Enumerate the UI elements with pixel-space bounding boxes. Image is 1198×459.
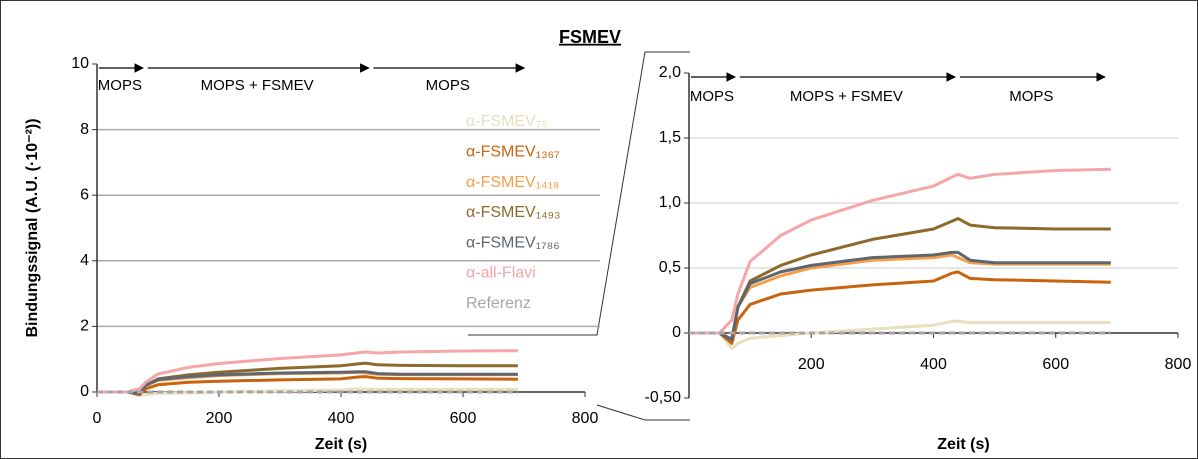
x-tick-label: 600 bbox=[450, 410, 477, 427]
x-tick-label: 0 bbox=[93, 410, 102, 427]
y-tick-label: 0,5 bbox=[659, 259, 681, 276]
y-tick-label: 4 bbox=[80, 252, 89, 269]
x-tick-label: 200 bbox=[206, 410, 233, 427]
y-tick-label: 0 bbox=[672, 324, 681, 341]
x-tick-label: 400 bbox=[328, 410, 355, 427]
phase-label: MOPS + FSMEV bbox=[201, 77, 314, 94]
x-tick-label: 400 bbox=[920, 356, 947, 373]
legend-label: α-FSMEV₇₅ bbox=[466, 113, 548, 130]
y-tick-label: 8 bbox=[80, 121, 89, 138]
x-axis-title: Zeit (s) bbox=[315, 436, 367, 453]
x-tick-label: 800 bbox=[1165, 356, 1192, 373]
legend-label: α-FSMEV₁₇₈₆ bbox=[466, 234, 560, 251]
x-tick-label: 800 bbox=[572, 410, 599, 427]
legend-label: Referenz bbox=[466, 295, 531, 312]
y-tick-label: 0 bbox=[80, 383, 89, 400]
series-line bbox=[689, 250, 1111, 341]
legend-label: α-FSMEV₁₃₆₇ bbox=[466, 144, 560, 161]
y-tick-label: 2,0 bbox=[659, 64, 681, 81]
x-axis-title: Zeit (s) bbox=[937, 436, 989, 453]
series-line bbox=[689, 319, 1111, 351]
phase-label: MOPS + FSMEV bbox=[790, 88, 903, 105]
y-axis-title: Bindungssignal (A.U. (·10⁻²)) bbox=[24, 118, 41, 337]
y-tick-label: 2 bbox=[80, 318, 89, 335]
phase-label: MOPS bbox=[426, 77, 470, 94]
phase-label: MOPS bbox=[690, 88, 734, 105]
phase-label: MOPS bbox=[1009, 88, 1053, 105]
series-line bbox=[97, 349, 518, 394]
phase-label: MOPS bbox=[98, 77, 142, 94]
legend-label: α-all-Flavi bbox=[466, 265, 536, 282]
y-tick-label: 10 bbox=[71, 55, 89, 72]
y-tick-label: 1,5 bbox=[659, 129, 681, 146]
y-tick-label: -0,50 bbox=[645, 389, 682, 406]
legend-label: α-FSMEV₁₄₁₈ bbox=[466, 174, 560, 191]
legend-label: α-FSMEV₁₄₉₃ bbox=[466, 204, 560, 221]
series-line bbox=[689, 167, 1111, 335]
x-tick-label: 600 bbox=[1042, 356, 1069, 373]
y-tick-label: 6 bbox=[80, 186, 89, 203]
zoom-lines bbox=[468, 51, 690, 421]
chart-title: FSMEV bbox=[559, 27, 621, 47]
x-tick-label: 200 bbox=[798, 356, 825, 373]
y-tick-label: 1,0 bbox=[659, 194, 681, 211]
